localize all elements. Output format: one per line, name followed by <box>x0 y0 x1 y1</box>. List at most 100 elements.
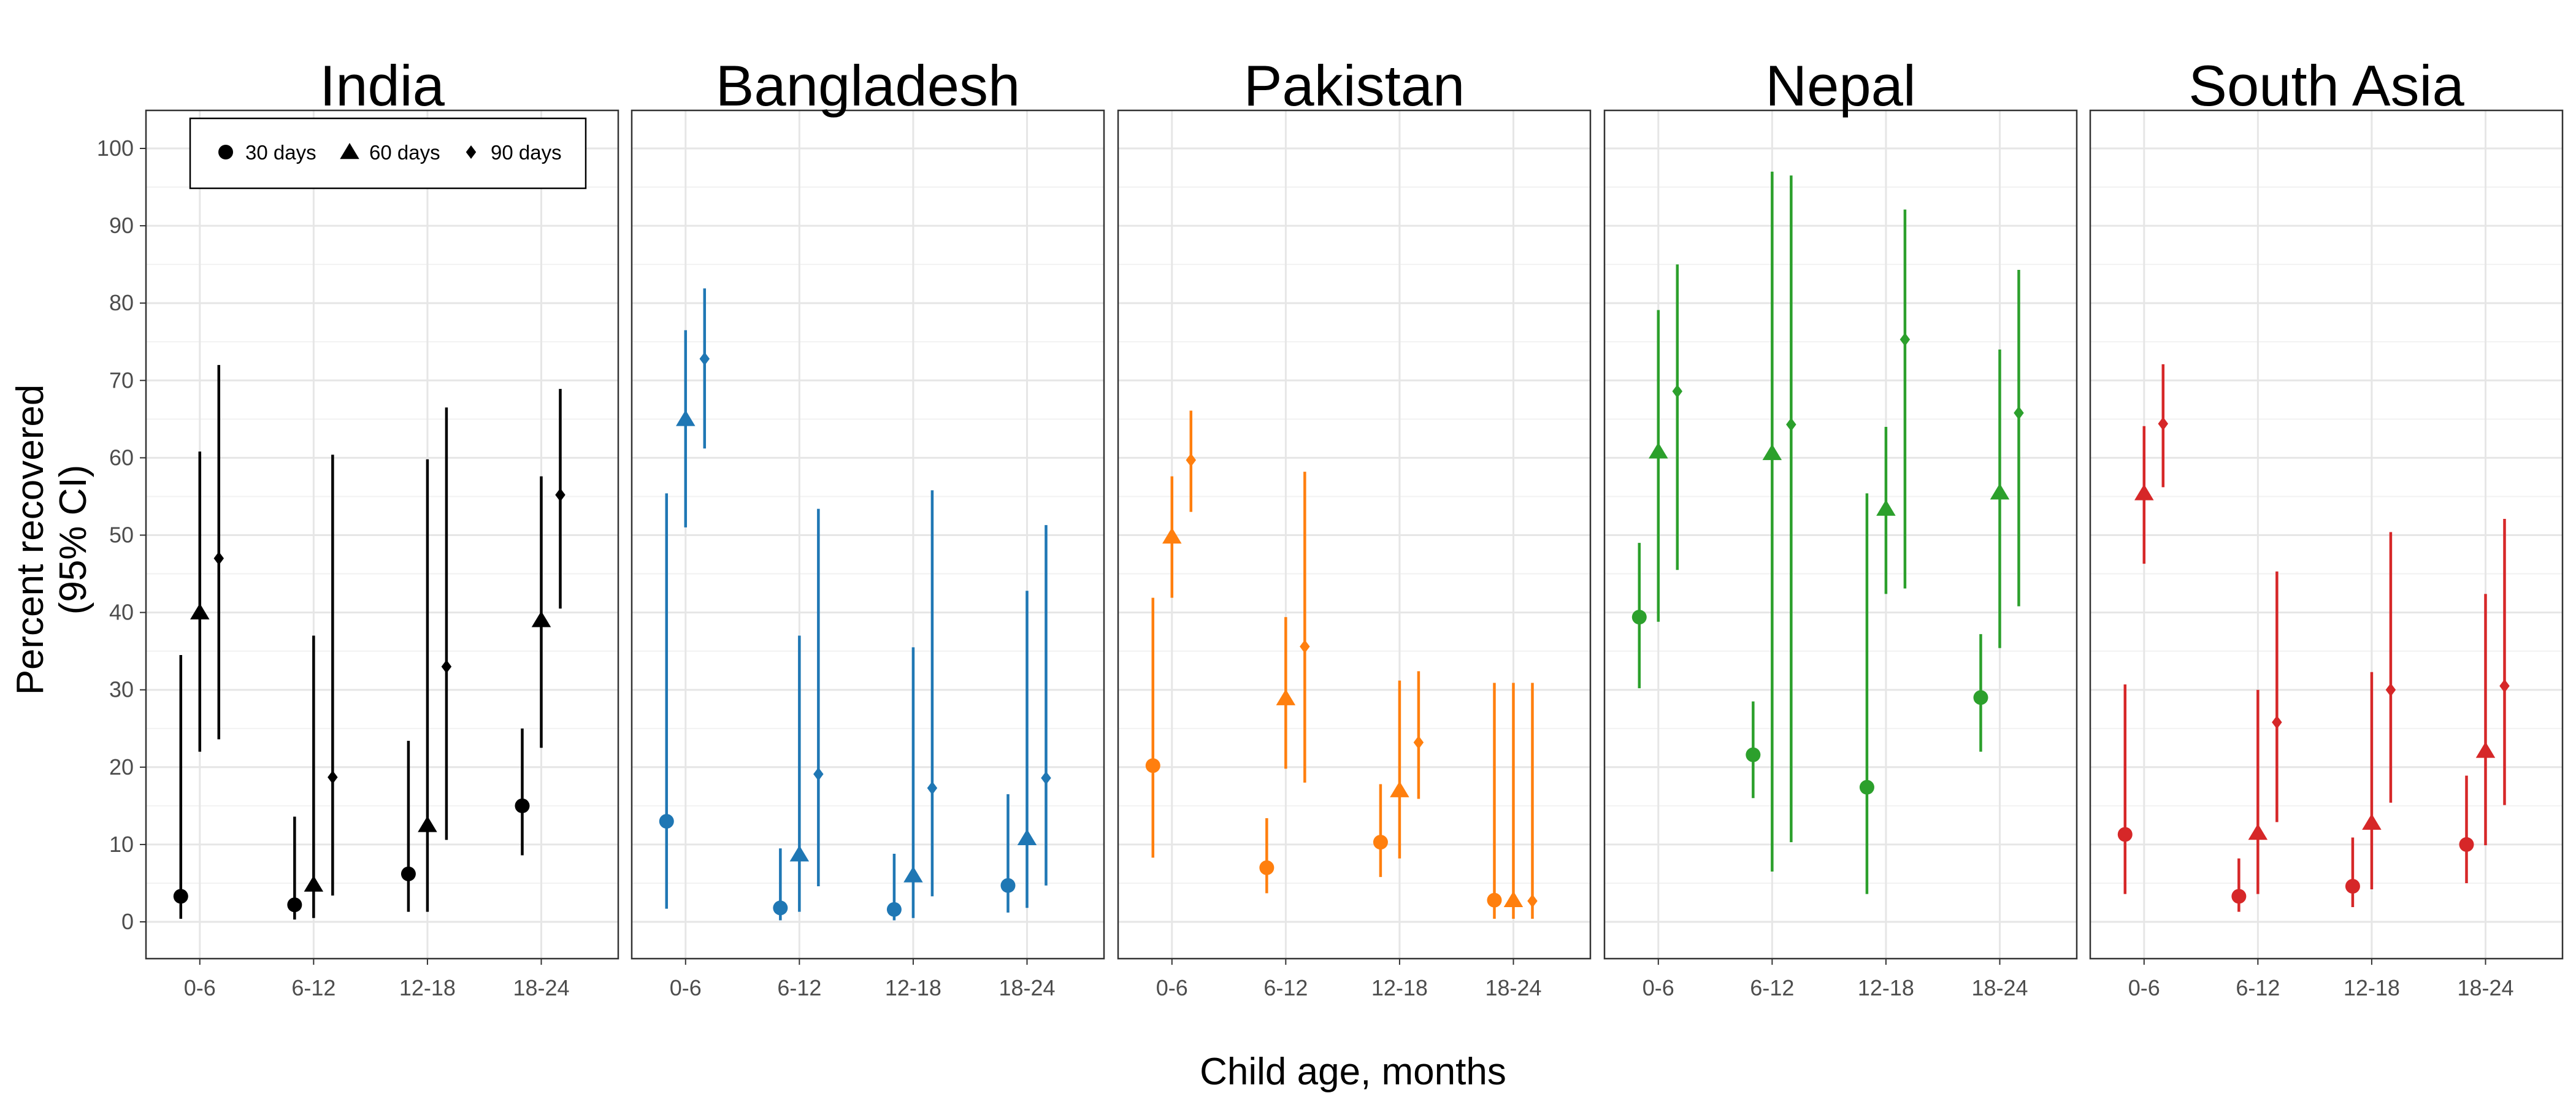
panels-group: India 0-6 6-12 12-18 18-24 Bangladesh 0-6 6-12 1… <box>145 53 2564 1000</box>
legend-key-diamond <box>466 145 477 159</box>
data-point-diamond <box>2158 416 2169 431</box>
y-tick-label: 50 <box>109 523 134 548</box>
panel-bangladesh: Bangladesh 0-6 6-12 12-18 18-24 <box>631 53 1105 1000</box>
y-tick-label: 90 <box>109 213 134 238</box>
series-triangle <box>2134 426 2496 894</box>
legend-box <box>189 117 587 190</box>
y-axis-title-line-1: Percent recovered <box>9 385 52 696</box>
legend-key-triangle <box>340 143 359 159</box>
data-point-triangle <box>531 611 551 627</box>
legend-label: 90 days <box>491 141 562 164</box>
data-point-triangle <box>1649 442 1668 459</box>
data-point-diamond <box>2272 715 2282 729</box>
x-tick-label: 12-18 <box>1371 975 1428 1000</box>
data-point-diamond <box>1186 453 1197 467</box>
data-point-diamond <box>328 770 338 784</box>
panel-border <box>1117 109 1592 960</box>
data-point-circle <box>1259 860 1275 875</box>
data-point-triangle <box>1876 499 1896 516</box>
data-point-circle <box>2345 878 2360 894</box>
data-point-circle <box>1746 747 1761 762</box>
y-tick-label: 70 <box>109 367 134 393</box>
data-point-circle <box>1373 835 1388 850</box>
x-tick-label: 0-6 <box>1643 975 1674 1000</box>
x-tick-label: 12-18 <box>885 975 941 1000</box>
data-point-circle <box>886 902 902 917</box>
series-diamond <box>1672 175 2024 843</box>
x-axis-title: Child age, months <box>1200 1051 1506 1093</box>
series-circle <box>659 493 1016 921</box>
data-point-circle <box>1859 780 1874 795</box>
panel-border <box>631 109 1105 960</box>
series-diamond <box>699 288 1051 897</box>
data-point-diamond <box>1527 894 1538 908</box>
x-tick-label: 12-18 <box>1858 975 1914 1000</box>
data-point-triangle <box>2248 823 2268 840</box>
data-point-triangle <box>903 866 923 883</box>
data-point-diamond <box>813 767 824 781</box>
y-tick-label: 0 <box>121 909 134 934</box>
panel-border <box>1603 109 2078 960</box>
series-circle <box>173 654 530 920</box>
data-point-diamond <box>2385 683 2396 697</box>
x-tick-label: 6-12 <box>777 975 821 1000</box>
data-point-triangle <box>1390 781 1409 797</box>
data-point-diamond <box>2014 406 2024 420</box>
data-point-triangle <box>1990 483 2010 500</box>
series-circle <box>1631 493 1988 894</box>
series-triangle <box>1162 476 1524 919</box>
y-tick-label: 30 <box>109 677 134 702</box>
data-point-circle <box>2459 837 2474 852</box>
x-tick-label: 18-24 <box>513 975 569 1000</box>
x-tick-label: 0-6 <box>184 975 216 1000</box>
x-tick-label: 0-6 <box>670 975 702 1000</box>
data-point-triangle <box>676 410 696 426</box>
y-axis-title-line-2: (95% CI) <box>52 465 94 615</box>
series-diamond <box>213 365 565 896</box>
panel-title: South Asia <box>2188 53 2464 118</box>
y-tick-label: 40 <box>109 600 134 625</box>
data-point-triangle <box>418 816 437 832</box>
panel-pakistan: Pakistan 0-6 6-12 12-18 18-24 <box>1117 53 1592 1000</box>
panel-title: India <box>320 53 445 118</box>
x-tick-label: 6-12 <box>1263 975 1308 1000</box>
x-tick-label: 12-18 <box>399 975 456 1000</box>
data-point-diamond <box>1041 771 1051 785</box>
x-tick-label: 18-24 <box>1485 975 1541 1000</box>
y-tick-label: 10 <box>109 832 134 857</box>
panel-title: Bangladesh <box>716 53 1021 118</box>
series-circle <box>2117 684 2474 912</box>
data-point-diamond <box>213 551 224 565</box>
x-tick-label: 0-6 <box>2128 975 2160 1000</box>
series-triangle <box>190 451 551 918</box>
series-diamond <box>2158 364 2510 822</box>
x-tick-label: 6-12 <box>1750 975 1794 1000</box>
data-point-circle <box>1973 690 1988 705</box>
data-point-circle <box>287 897 302 913</box>
data-point-triangle <box>2362 813 2382 830</box>
data-point-circle <box>1145 758 1160 773</box>
y-tick-label: 20 <box>109 754 134 780</box>
data-point-triangle <box>2134 484 2154 500</box>
legend-key-circle <box>218 145 233 159</box>
data-point-circle <box>1631 610 1647 625</box>
series-triangle <box>1649 171 2010 872</box>
data-point-circle <box>1000 878 1016 893</box>
panel-south-asia: South Asia 0-6 6-12 12-18 18-24 <box>2089 53 2564 1000</box>
series-triangle <box>676 330 1037 918</box>
data-point-diamond <box>441 659 452 673</box>
panel-nepal: Nepal 0-6 6-12 12-18 18-24 <box>1603 53 2078 1000</box>
data-point-triangle <box>1276 689 1296 705</box>
data-point-triangle <box>789 845 810 862</box>
data-point-triangle <box>1162 527 1182 544</box>
x-tick-label: 6-12 <box>2236 975 2280 1000</box>
data-point-triangle <box>1503 891 1524 907</box>
series-circle <box>1145 597 1502 919</box>
x-tick-label: 18-24 <box>2457 975 2513 1000</box>
data-point-diamond <box>927 781 938 795</box>
data-point-circle <box>173 889 188 904</box>
x-tick-label: 18-24 <box>999 975 1055 1000</box>
data-point-circle <box>515 798 530 813</box>
data-point-triangle <box>1762 443 1782 461</box>
